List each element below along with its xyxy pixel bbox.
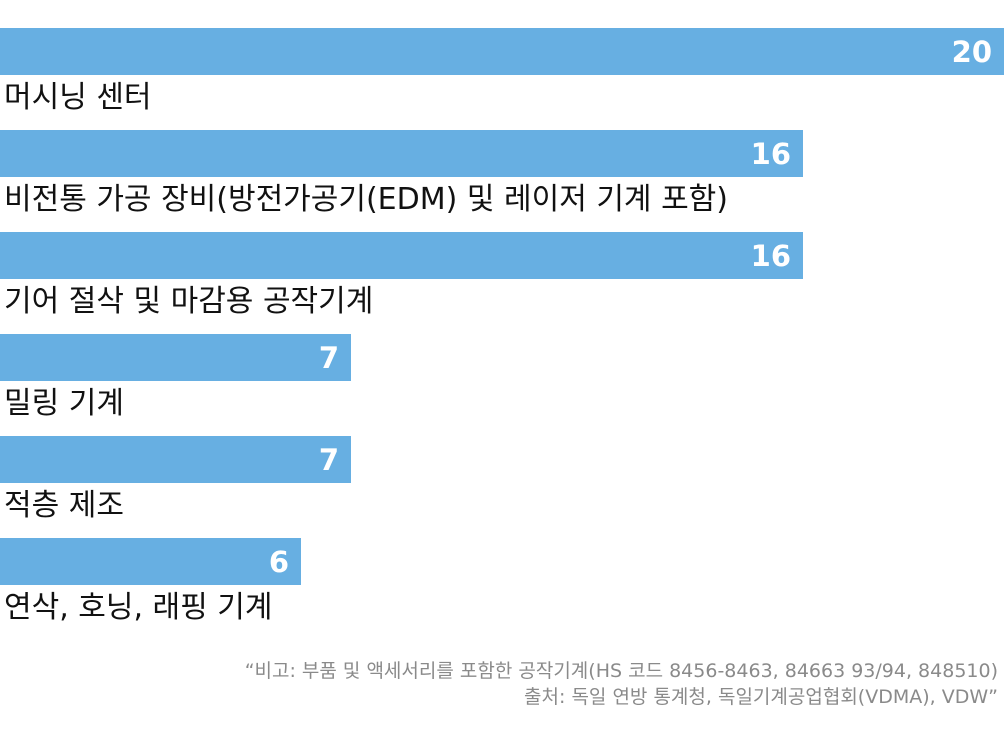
bar-value-label: 16 — [750, 137, 791, 171]
bar-3: 16 — [0, 232, 803, 279]
bar-value-label: 7 — [318, 443, 339, 477]
category-label: 연삭, 호닝, 래핑 기계 — [4, 590, 273, 625]
bar-chart: 20 머시닝 센터 16 비전통 가공 장비(방전가공기(EDM) 및 레이저 기계 … — [0, 28, 1004, 625]
category-label: 기어 절삭 및 마감용 공작기계 — [4, 284, 374, 319]
bar-value-label: 16 — [750, 239, 791, 273]
bar-value-label: 20 — [951, 35, 992, 69]
bar-4: 7 — [0, 334, 351, 381]
bar-6: 6 — [0, 538, 301, 585]
bar-5: 7 — [0, 436, 351, 483]
bar-2: 16 — [0, 130, 803, 177]
chart-note: “비고: 부품 및 액세서리를 포함한 공작기계(HS 코드 8456-8463… — [244, 660, 998, 682]
bar-1: 20 — [0, 28, 1004, 75]
bar-value-label: 6 — [268, 545, 289, 579]
chart-source: 출처: 독일 연방 통계청, 독일기계공업협회(VDMA), VDW” — [524, 686, 998, 708]
category-label: 밀링 기계 — [4, 386, 124, 421]
category-label: 머시닝 센터 — [4, 80, 152, 115]
category-label: 비전통 가공 장비(방전가공기(EDM) 및 레이저 기계 포함) — [4, 182, 728, 217]
category-label: 적층 제조 — [4, 488, 124, 523]
bar-value-label: 7 — [318, 341, 339, 375]
